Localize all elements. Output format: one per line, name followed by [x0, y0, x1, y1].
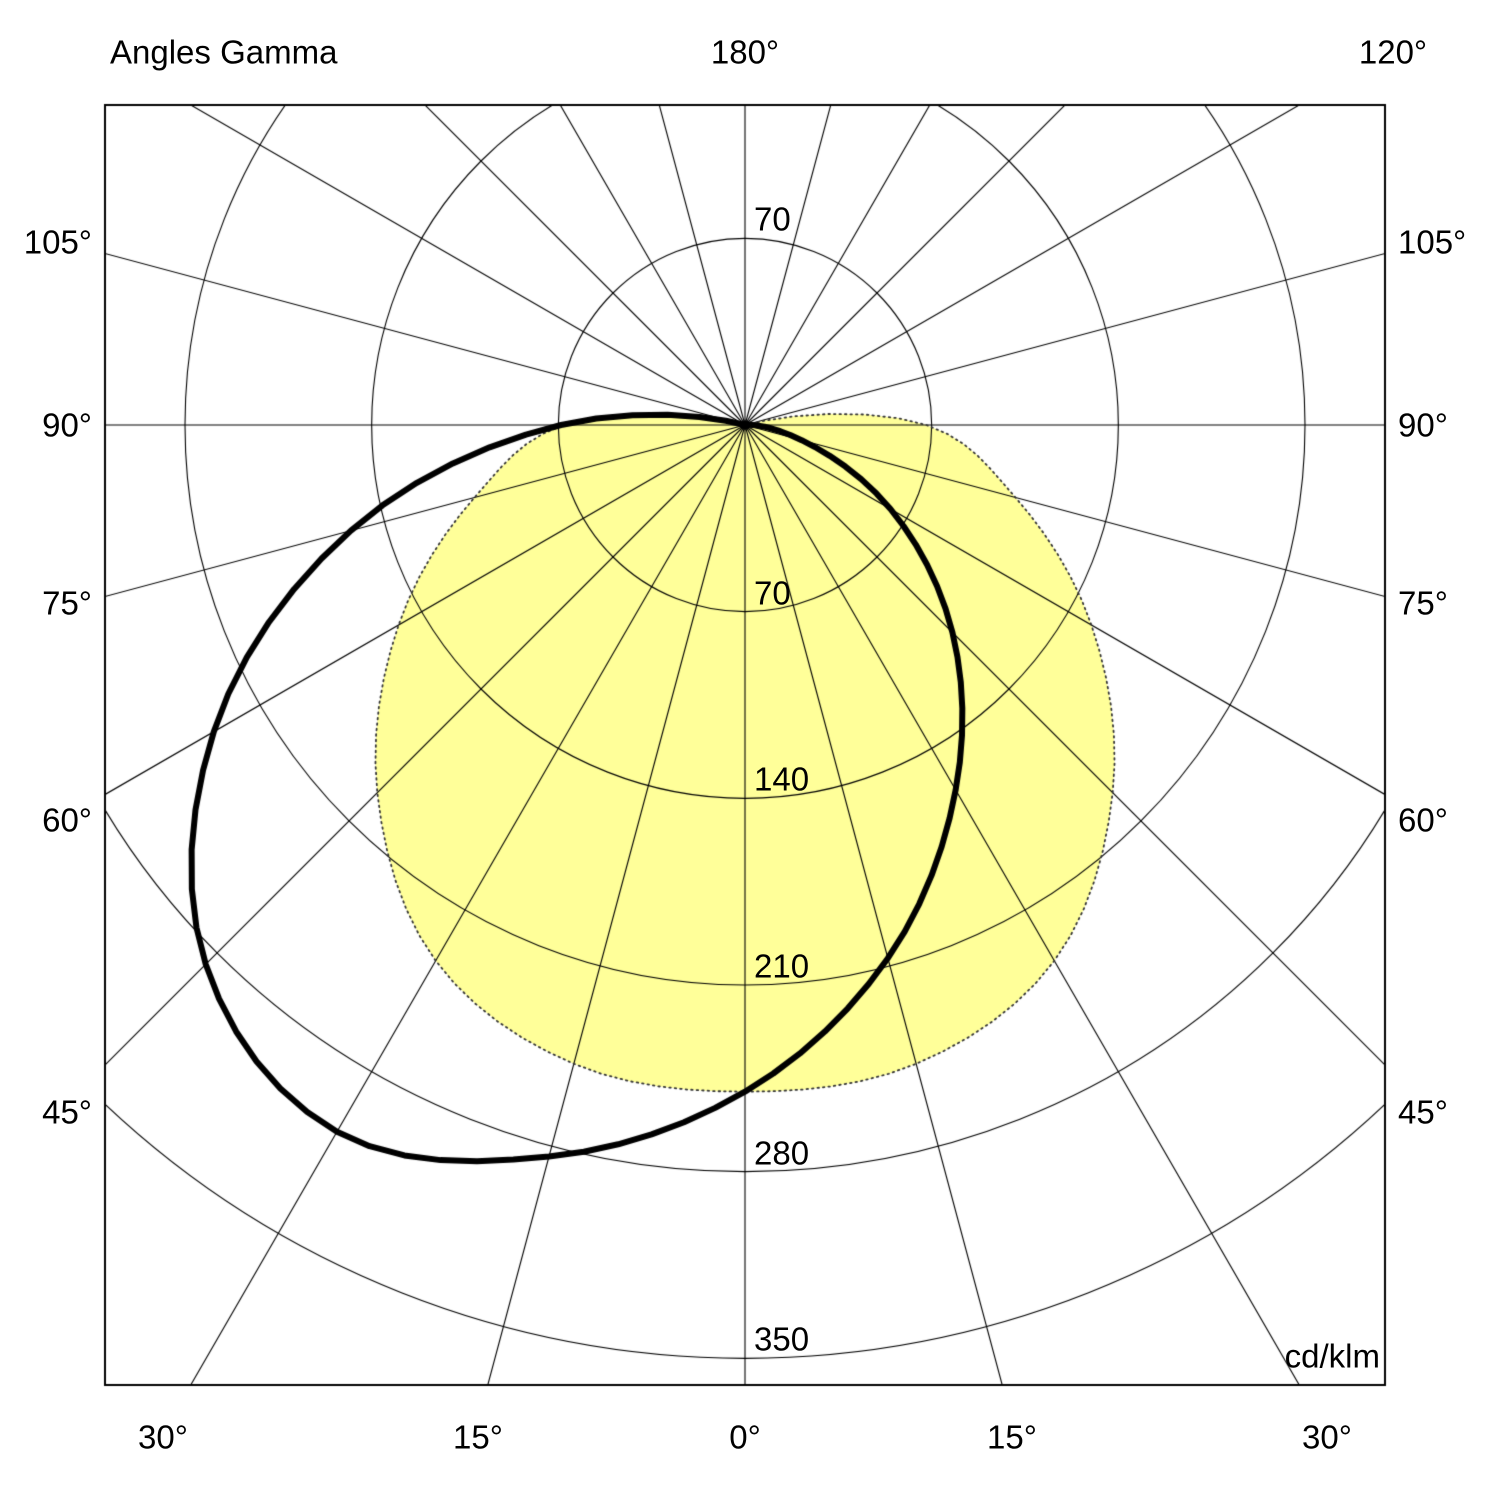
radial-tick-label-2: 210 [754, 947, 810, 985]
radial-tick-label-1: 140 [754, 760, 810, 798]
right-angle-label-3: 60° [1398, 801, 1448, 839]
bottom-angle-label-0: 30° [138, 1418, 188, 1456]
right-angle-label-4: 45° [1398, 1093, 1448, 1131]
top-center-angle-label: 180° [710, 33, 780, 71]
bottom-angle-label-4: 30° [1302, 1418, 1352, 1456]
radial-tick-label-3: 280 [754, 1134, 810, 1172]
bottom-angle-label-1: 15° [453, 1418, 503, 1456]
bottom-angle-label-3: 15° [987, 1418, 1037, 1456]
top-right-angle-label: 120° [1358, 33, 1428, 71]
upper-radial-tick-label: 70 [754, 200, 791, 238]
left-angle-label-1: 90° [42, 406, 92, 444]
right-angle-label-0: 105° [1398, 223, 1467, 261]
left-angle-label-2: 75° [42, 584, 92, 622]
left-angle-label-4: 45° [42, 1093, 92, 1131]
radial-tick-label-0: 70 [754, 574, 791, 612]
left-angle-label-0: 105° [23, 223, 92, 261]
bottom-angle-label-2: 0° [729, 1418, 761, 1456]
unit-label: cd/klm [1284, 1337, 1380, 1375]
right-angle-label-1: 90° [1398, 406, 1448, 444]
chart-title: Angles Gamma [110, 33, 338, 71]
right-angle-label-2: 75° [1398, 584, 1448, 622]
radial-tick-label-4: 350 [754, 1320, 810, 1358]
left-angle-label-3: 60° [42, 801, 92, 839]
